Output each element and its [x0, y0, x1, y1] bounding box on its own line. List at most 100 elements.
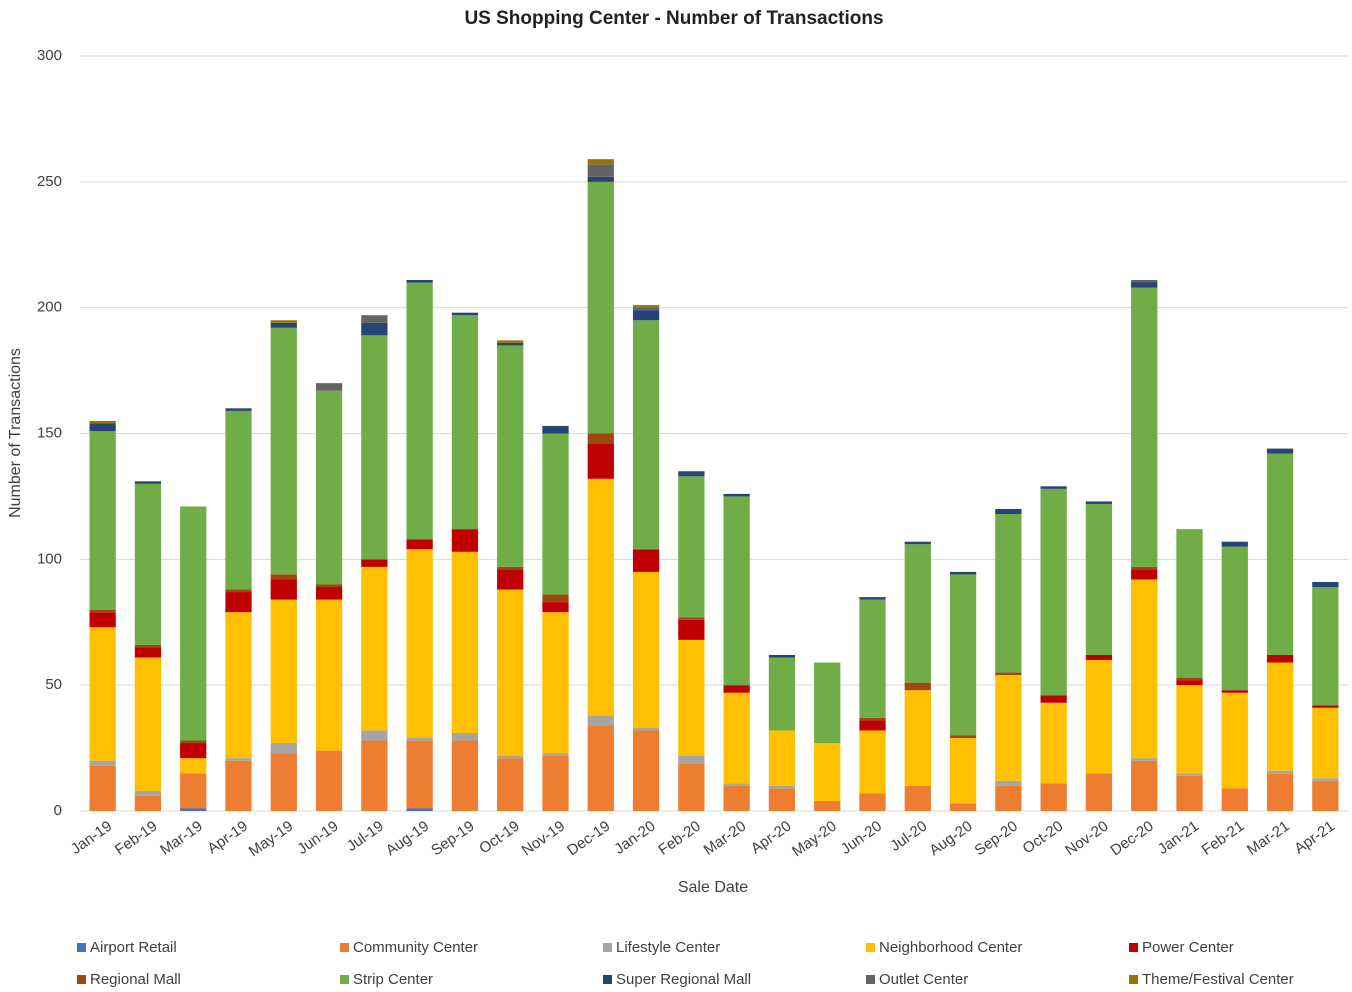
bar-segment	[270, 753, 297, 811]
legend-swatch	[866, 943, 875, 952]
bar-segment	[587, 181, 614, 434]
bar-segment	[587, 725, 614, 811]
bar-segment	[587, 159, 614, 165]
legend-swatch	[340, 943, 349, 952]
legend-label: Community Center	[353, 939, 478, 956]
bar-segment	[406, 808, 433, 811]
bar-segment	[451, 315, 479, 530]
bar-segment	[361, 335, 388, 560]
bar-segment	[315, 599, 343, 751]
legend-swatch	[866, 975, 875, 984]
bar-segment	[180, 808, 207, 811]
bar-segment	[89, 612, 116, 628]
bar-segment	[497, 342, 524, 346]
bar-segment	[859, 720, 886, 731]
bar-segment	[1221, 690, 1248, 693]
x-tick-label: Mar-19	[157, 818, 206, 859]
x-tick-label: Apr-19	[204, 818, 251, 858]
bar-segment	[542, 612, 569, 754]
legend-swatch	[77, 975, 86, 984]
bar-segment	[180, 743, 207, 759]
legend-label: Regional Mall	[90, 971, 181, 988]
bar-segment	[497, 569, 524, 590]
legend-label: Strip Center	[353, 971, 433, 988]
y-tick-label: 300	[37, 47, 62, 64]
bar-segment	[632, 730, 660, 811]
bar-segment	[1085, 773, 1113, 811]
x-tick-label: Aug-19	[383, 818, 432, 860]
y-axis-title: Number of Transactions	[7, 348, 24, 518]
bar-segment	[632, 305, 660, 308]
x-tick-label: Dec-20	[1107, 818, 1156, 860]
x-tick-label: Oct-20	[1020, 818, 1067, 858]
bar-segment	[1176, 773, 1203, 776]
bar-segment	[89, 430, 116, 610]
bar-segment	[1312, 707, 1339, 779]
legend-label: Airport Retail	[90, 939, 177, 956]
bar-segment	[270, 599, 297, 744]
bar-segment	[497, 566, 524, 570]
bar-segment	[225, 408, 252, 411]
x-tick-label: May-19	[246, 818, 297, 861]
bar-segment	[361, 315, 388, 323]
bar-segment	[406, 740, 433, 809]
bar-segment	[225, 612, 252, 759]
bar-segment	[361, 730, 388, 741]
bar-segment	[361, 322, 388, 336]
bar-segment	[632, 310, 660, 321]
x-tick-label: Feb-21	[1199, 818, 1248, 859]
bar-segment	[1221, 546, 1248, 691]
bar-segment	[1266, 770, 1294, 774]
bar-segment	[180, 773, 207, 809]
legend-label: Power Center	[1142, 939, 1234, 956]
bar-segment	[678, 619, 705, 640]
bar-segment	[768, 788, 796, 811]
bar-segment	[632, 549, 660, 572]
bar-segment	[542, 594, 569, 603]
bar-segment	[225, 758, 252, 761]
bar-segment	[1040, 488, 1067, 696]
legend-swatch	[77, 943, 86, 952]
bar-segment	[1131, 279, 1158, 283]
bar-segment	[1266, 662, 1294, 771]
bar-segment	[406, 539, 433, 550]
bar-segment	[904, 541, 931, 545]
bar-segment	[632, 571, 660, 728]
bar-segment	[270, 743, 297, 754]
bar-segment	[1266, 448, 1294, 454]
x-axis-title: Sale Date	[678, 879, 748, 896]
bar-segment	[451, 740, 479, 811]
bar-segment	[949, 735, 977, 739]
bar-segment	[859, 597, 886, 600]
legend-swatch	[340, 975, 349, 984]
bar-segment	[1176, 529, 1203, 678]
bar-segment	[542, 602, 569, 613]
bar-segment	[89, 420, 116, 424]
bar-segment	[678, 617, 705, 620]
bar-segment	[270, 574, 297, 580]
bar-segment	[1131, 282, 1158, 288]
legend-label: Outlet Center	[879, 971, 968, 988]
bar-segment	[587, 715, 614, 726]
bar-segment	[1176, 680, 1203, 686]
bar-segment	[723, 785, 750, 811]
bar-segment	[315, 383, 343, 391]
bar-segment	[406, 279, 433, 283]
x-tick-label: Mar-20	[701, 818, 750, 859]
bar-segment	[1131, 760, 1158, 811]
bar-segment	[814, 743, 841, 801]
bar-segment	[904, 690, 931, 786]
bar-segment	[723, 685, 750, 693]
bar-segment	[1176, 677, 1203, 681]
bar-segment	[270, 579, 297, 600]
x-tick-label: Jul-20	[887, 818, 930, 855]
bar-segment	[497, 345, 524, 567]
bar-segment	[859, 599, 886, 718]
y-tick-label: 100	[37, 550, 62, 567]
bar-segment	[949, 803, 977, 811]
bar-segment	[949, 571, 977, 575]
bar-segment	[1131, 758, 1158, 761]
x-tick-label: Jul-19	[344, 818, 387, 855]
bar-segment	[134, 790, 162, 796]
